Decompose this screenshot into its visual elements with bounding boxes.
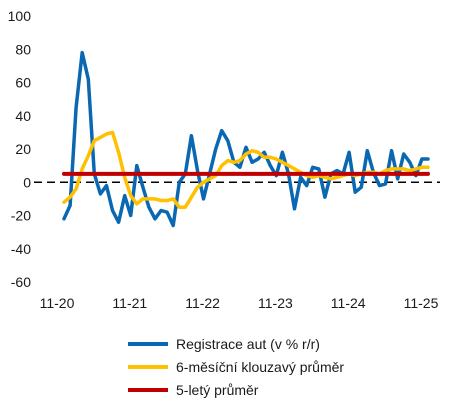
y-axis-ticks: -60 -40 -20 0 20 40 60 80 100 <box>8 8 32 290</box>
x-axis-ticks: 11-20 11-21 11-22 11-23 11-24 11-25 <box>40 295 439 311</box>
y-tick-label: -40 <box>11 241 31 257</box>
legend-label: 5-letý průměr <box>176 382 259 398</box>
y-tick-label: 40 <box>15 108 31 124</box>
plot-area <box>34 50 440 228</box>
legend-label: 6-měsíční klouzavý průměr <box>176 359 344 375</box>
y-tick-label: 0 <box>23 174 31 190</box>
y-tick-label: 60 <box>15 75 31 91</box>
legend: Registrace aut (v % r/r) 6-měsíční klouza… <box>128 336 344 398</box>
y-tick-label: -60 <box>11 274 31 290</box>
y-tick-label: 20 <box>15 141 31 157</box>
x-tick-label: 11-25 <box>404 295 439 311</box>
y-tick-label: -20 <box>11 208 31 224</box>
y-tick-label: 100 <box>8 8 32 24</box>
x-tick-label: 11-22 <box>185 295 220 311</box>
x-tick-label: 11-21 <box>112 295 147 311</box>
legend-item-five-year-average: 5-letý průměr <box>128 382 259 398</box>
x-tick-label: 11-20 <box>40 295 75 311</box>
x-tick-label: 11-23 <box>258 295 293 311</box>
registration-series-line <box>62 50 430 228</box>
x-tick-label: 11-24 <box>331 295 366 311</box>
legend-item-moving-average: 6-měsíční klouzavý průměr <box>128 359 344 375</box>
legend-item-registrations: Registrace aut (v % r/r) <box>128 336 320 352</box>
legend-label: Registrace aut (v % r/r) <box>176 336 320 352</box>
y-tick-label: 80 <box>15 41 31 57</box>
